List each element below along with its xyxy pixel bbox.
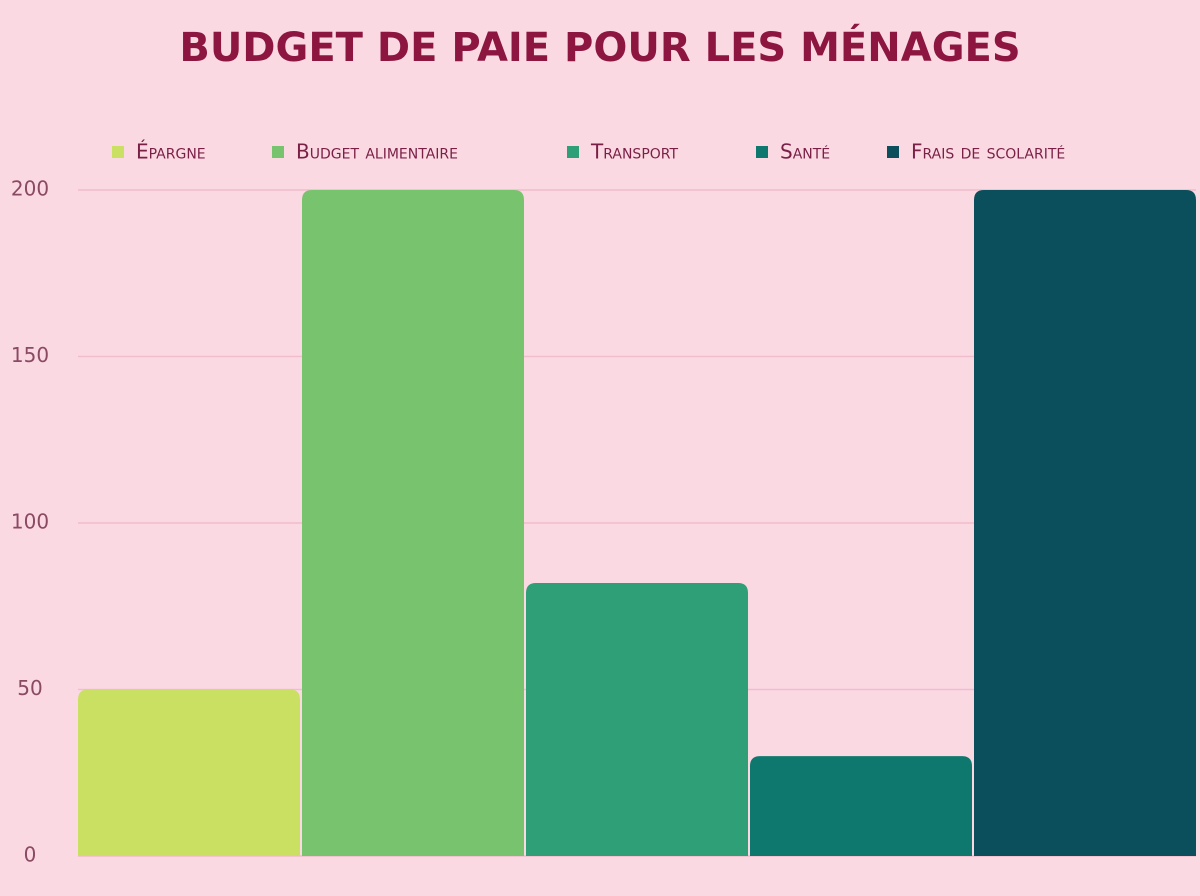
y-tick-label: 100	[11, 510, 49, 534]
legend-swatch	[567, 146, 579, 158]
y-tick-label: 50	[17, 676, 42, 700]
legend-label: Frais de scolarité	[911, 140, 1065, 164]
y-tick-label: 200	[11, 177, 49, 201]
legend-label: Santé	[780, 140, 830, 164]
legend-swatch	[272, 146, 284, 158]
legend-swatch	[887, 146, 899, 158]
legend-label: Transport	[590, 140, 678, 164]
legend-swatch	[756, 146, 768, 158]
legend-label: Épargne	[136, 140, 206, 164]
bar	[750, 756, 972, 856]
bar	[302, 190, 524, 856]
bar	[974, 190, 1196, 856]
y-tick-label: 0	[24, 843, 37, 867]
bar	[78, 689, 300, 856]
legend-label: Budget alimentaire	[296, 140, 458, 164]
y-tick-label: 150	[11, 343, 49, 367]
bar	[526, 582, 748, 856]
chart-title: BUDGET DE PAIE POUR LES MÉNAGES	[179, 23, 1020, 71]
legend-swatch	[112, 146, 124, 158]
